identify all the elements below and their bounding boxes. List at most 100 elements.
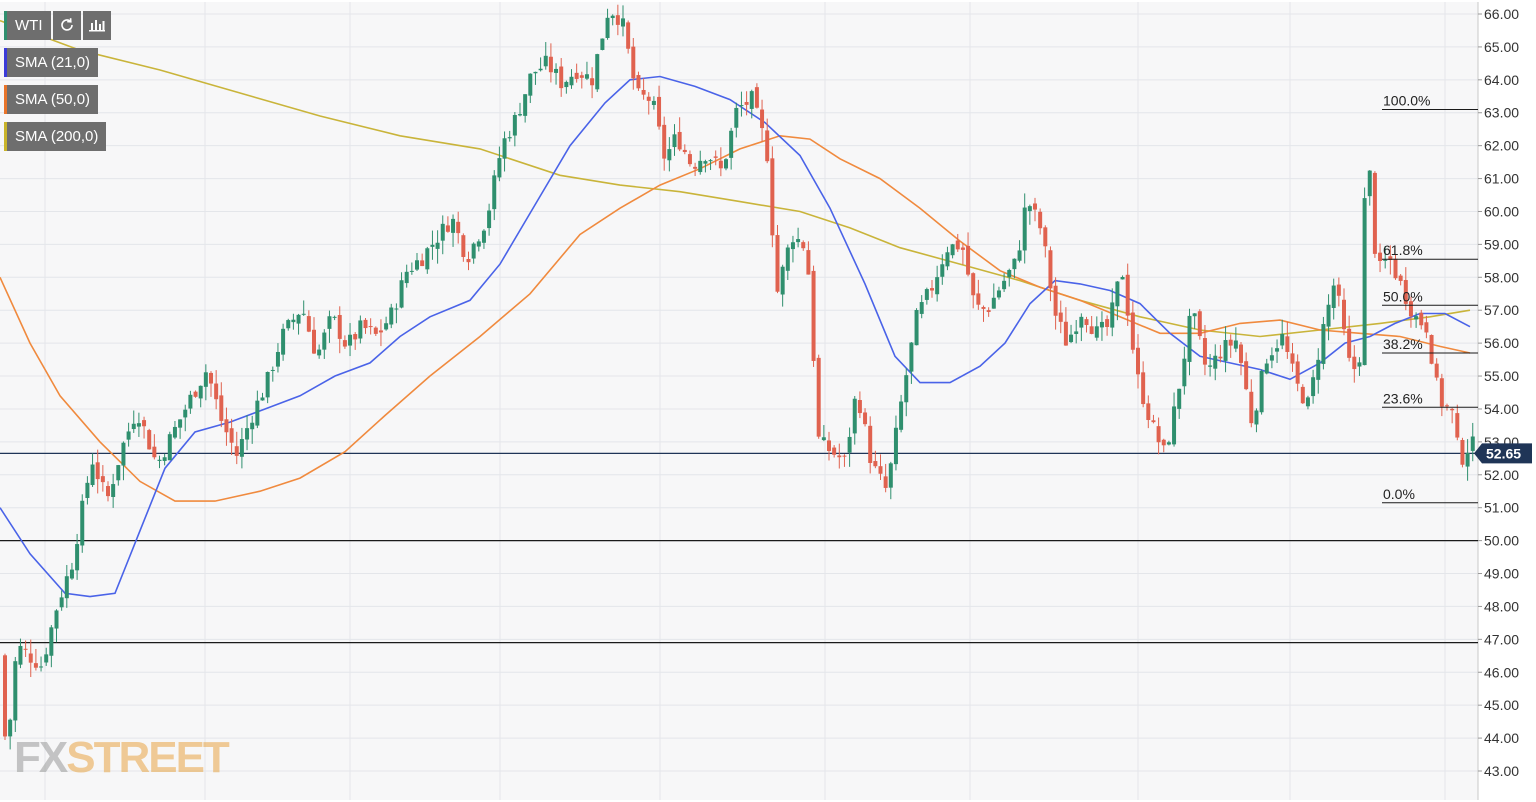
- candle: [1099, 311, 1104, 341]
- candle: [111, 473, 116, 508]
- sma-21-label[interactable]: SMA (21,0): [4, 47, 99, 77]
- candle: [1105, 315, 1110, 336]
- candle-body: [59, 597, 64, 608]
- axis-tick-label: 48.00: [1484, 598, 1519, 614]
- candle: [301, 300, 306, 316]
- candle-body: [1130, 312, 1135, 350]
- candle-body: [631, 46, 636, 79]
- candle: [518, 102, 522, 117]
- candle: [1285, 321, 1290, 359]
- candle: [28, 639, 33, 678]
- candle-body: [1403, 280, 1408, 304]
- axis-tick-label: 43.00: [1484, 763, 1519, 779]
- candle-body: [1136, 347, 1140, 375]
- candle: [1043, 225, 1048, 258]
- candle-body: [100, 476, 105, 483]
- chart-legend: WTI SMA (21,0) SMA (50,0): [4, 10, 111, 158]
- candle-body: [899, 401, 904, 430]
- candle-body: [1465, 452, 1470, 467]
- candle-body: [358, 320, 363, 339]
- candle: [883, 463, 888, 493]
- sma-50-label[interactable]: SMA (50,0): [4, 84, 99, 114]
- candle-body: [754, 87, 759, 108]
- candle: [986, 307, 991, 317]
- legend-symbol-row: WTI: [4, 10, 111, 40]
- candle: [729, 127, 734, 170]
- candle: [373, 326, 378, 336]
- refresh-button[interactable]: [52, 10, 81, 40]
- candle: [749, 89, 754, 119]
- candle: [739, 91, 744, 117]
- candle-body: [1393, 258, 1398, 279]
- candle-body: [157, 459, 162, 461]
- candle-body: [404, 271, 409, 284]
- candle: [682, 144, 687, 155]
- candle-body: [1053, 285, 1058, 316]
- candle-body: [667, 149, 672, 161]
- candle: [281, 323, 286, 361]
- candle-body: [507, 137, 512, 139]
- candle: [1223, 326, 1228, 373]
- candle-body: [1357, 362, 1362, 367]
- candle-body: [1223, 340, 1228, 361]
- candle: [1347, 315, 1352, 362]
- candle: [497, 146, 502, 182]
- symbol-label[interactable]: WTI: [4, 10, 51, 40]
- candle: [1115, 281, 1120, 321]
- candle: [451, 214, 456, 247]
- candle-body: [543, 55, 548, 67]
- candle: [1218, 344, 1223, 363]
- candle: [250, 415, 255, 444]
- refresh-icon: [60, 18, 73, 31]
- candle: [672, 124, 677, 156]
- candle: [507, 130, 512, 142]
- candle-body: [1187, 315, 1192, 362]
- candle: [1311, 369, 1316, 404]
- sma-200-label[interactable]: SMA (200,0): [4, 121, 107, 151]
- candle-body: [1326, 304, 1331, 327]
- candle-body: [945, 252, 950, 267]
- candle-body: [687, 154, 692, 165]
- candle: [724, 158, 728, 171]
- candle-body: [914, 310, 919, 346]
- axis-tick-label: 66.00: [1484, 6, 1519, 22]
- candle: [811, 265, 816, 367]
- candle: [538, 57, 543, 72]
- sma-50-line: [0, 134, 1471, 502]
- candle: [502, 131, 507, 172]
- candle: [950, 243, 955, 259]
- axis-tick-label: 55.00: [1484, 368, 1519, 384]
- candle-body: [626, 22, 631, 49]
- candle-body: [955, 240, 960, 250]
- horizontal-levels: [0, 452, 1478, 644]
- candle-body: [600, 38, 605, 50]
- candle-body: [440, 223, 445, 241]
- candle-body: [13, 661, 18, 721]
- candle: [646, 92, 651, 115]
- candle: [1254, 408, 1259, 433]
- candle-body: [80, 500, 85, 546]
- candle-body: [796, 239, 801, 243]
- candle: [85, 476, 90, 505]
- candle: [1465, 439, 1470, 481]
- candle-body: [1269, 355, 1274, 361]
- chart-type-button[interactable]: [82, 10, 111, 40]
- candle: [847, 427, 852, 467]
- candle: [399, 272, 404, 309]
- candle: [1439, 373, 1444, 417]
- candle: [363, 318, 368, 334]
- candle-body: [1280, 334, 1285, 346]
- candle: [167, 431, 172, 461]
- legend-sma50-row: SMA (50,0): [4, 84, 111, 114]
- candle-body: [162, 457, 167, 461]
- candle: [394, 303, 399, 324]
- candle: [1367, 170, 1372, 206]
- candle: [466, 251, 471, 271]
- candle: [1053, 277, 1058, 330]
- candle: [1331, 278, 1336, 320]
- candle: [430, 230, 435, 260]
- candle: [1197, 309, 1202, 340]
- candle: [1146, 395, 1151, 429]
